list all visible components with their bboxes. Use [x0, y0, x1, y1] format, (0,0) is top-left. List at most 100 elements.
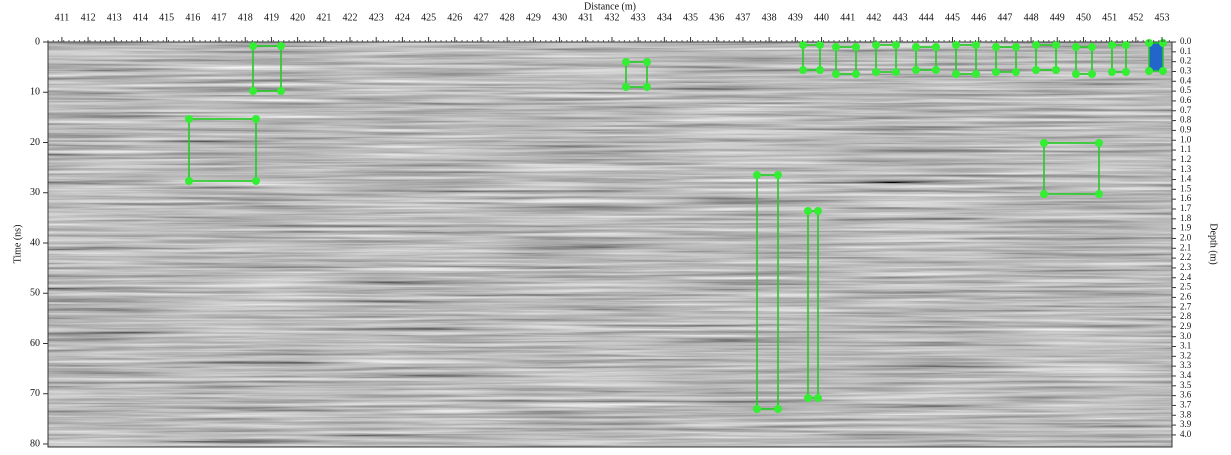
x-tick-label: 451	[1102, 12, 1117, 23]
box-handle	[932, 66, 940, 74]
box-handle	[1122, 68, 1130, 76]
box-handle	[1145, 39, 1153, 47]
box-handle	[912, 43, 920, 51]
box-handle	[1108, 41, 1116, 49]
x-tick-label: 413	[107, 12, 122, 23]
box-handle	[892, 68, 900, 76]
box-handle	[774, 171, 782, 179]
y-tick-label: 40	[30, 237, 40, 248]
y-tick-label: 60	[30, 338, 40, 349]
box-handle	[952, 70, 960, 78]
box-handle	[1040, 139, 1048, 147]
box-handle	[804, 394, 812, 402]
y2-tick-label: 2.8	[1180, 311, 1192, 321]
x-tick-label: 427	[473, 12, 488, 23]
x-tick-label: 425	[421, 12, 436, 23]
box-handle	[804, 207, 812, 215]
y2-tick-label: 4.0	[1180, 429, 1192, 439]
x-tick-label: 434	[657, 12, 672, 23]
box-handle	[753, 171, 761, 179]
box-handle	[1012, 43, 1020, 51]
box-handle	[1122, 41, 1130, 49]
box-handle	[1108, 68, 1116, 76]
y-tick-label: 20	[30, 137, 40, 148]
y2-tick-label: 0.3	[1180, 66, 1192, 76]
y-tick-label: 80	[30, 438, 40, 449]
box-handle	[252, 177, 260, 185]
y2-tick-label: 2.9	[1180, 321, 1192, 331]
y2-tick-label: 3.8	[1180, 409, 1192, 419]
x-tick-label: 419	[264, 12, 279, 23]
y2-tick-label: 3.6	[1180, 390, 1192, 400]
box-handle	[622, 83, 630, 91]
box-handle	[753, 405, 761, 413]
x-tick-label: 435	[683, 12, 698, 23]
x-tick-label: 433	[631, 12, 646, 23]
box-handle	[872, 41, 880, 49]
box-handle	[816, 41, 824, 49]
x-tick-label: 445	[945, 12, 960, 23]
x-tick-label: 429	[526, 12, 541, 23]
radargram-view: Distance (m) Time (ns) Depth (m) 4114124…	[0, 0, 1231, 450]
y2-tick-label: 0.2	[1180, 56, 1191, 66]
box-handle	[1052, 41, 1060, 49]
x-tick-label: 426	[447, 12, 462, 23]
x-tick-label: 436	[709, 12, 724, 23]
x-tick-label: 440	[814, 12, 829, 23]
box-handle	[912, 66, 920, 74]
y2-tick-label: 3.1	[1180, 341, 1191, 351]
box-handle	[643, 58, 651, 66]
box-handle	[972, 70, 980, 78]
box-handle	[932, 43, 940, 51]
y2-tick-label: 0.5	[1180, 85, 1192, 95]
x-tick-label: 439	[788, 12, 803, 23]
y2-tick-label: 1.7	[1180, 203, 1192, 213]
box-handle	[814, 207, 822, 215]
box-handle	[952, 41, 960, 49]
box-handle	[643, 83, 651, 91]
y2-tick-label: 3.4	[1180, 370, 1192, 380]
box-handle	[1088, 43, 1096, 51]
y2-tick-label: 1.3	[1180, 164, 1192, 174]
box-handle	[277, 42, 285, 50]
box-handle	[249, 42, 257, 50]
y2-tick-label: 3.2	[1180, 350, 1191, 360]
y-tick-label: 0	[35, 36, 40, 47]
y2-tick-label: 2.4	[1180, 272, 1192, 282]
x-tick-label: 441	[840, 12, 855, 23]
y2-tick-label: 1.2	[1180, 154, 1191, 164]
box-handle	[1032, 41, 1040, 49]
x-tick-label: 450	[1076, 12, 1091, 23]
y2-tick-label: 3.5	[1180, 380, 1192, 390]
y2-tick-label: 2.2	[1180, 252, 1191, 262]
box-handle	[832, 43, 840, 51]
x-tick-label: 452	[1128, 12, 1143, 23]
x-tick-label: 412	[81, 12, 96, 23]
box-handle	[185, 115, 193, 123]
x-tick-label: 453	[1155, 12, 1170, 23]
y2-tick-label: 0.4	[1180, 75, 1192, 85]
y2-tick-label: 0.0	[1180, 36, 1192, 46]
box-handle	[852, 43, 860, 51]
y2-tick-label: 2.0	[1180, 233, 1192, 243]
y2-tick-label: 0.9	[1180, 124, 1192, 134]
y-tick-label: 50	[30, 288, 40, 299]
x-tick-label: 421	[316, 12, 331, 23]
box-handle	[992, 68, 1000, 76]
y2-tick-label: 3.9	[1180, 419, 1192, 429]
x-tick-label: 411	[55, 12, 70, 23]
box-handle	[832, 70, 840, 78]
box-handle	[1032, 66, 1040, 74]
y2-tick-label: 0.1	[1180, 46, 1191, 56]
x-tick-label: 449	[1050, 12, 1065, 23]
box-handle	[1072, 70, 1080, 78]
x-axis-title: Distance (m)	[584, 1, 636, 12]
x-tick-label: 431	[578, 12, 593, 23]
y2-tick-label: 1.9	[1180, 223, 1192, 233]
y2-axis-title: Depth (m)	[1208, 223, 1219, 264]
x-tick-label: 420	[290, 12, 305, 23]
box-handle	[799, 66, 807, 74]
box-handle	[814, 394, 822, 402]
y2-tick-label: 1.4	[1180, 174, 1192, 184]
y2-tick-label: 1.5	[1180, 183, 1192, 193]
